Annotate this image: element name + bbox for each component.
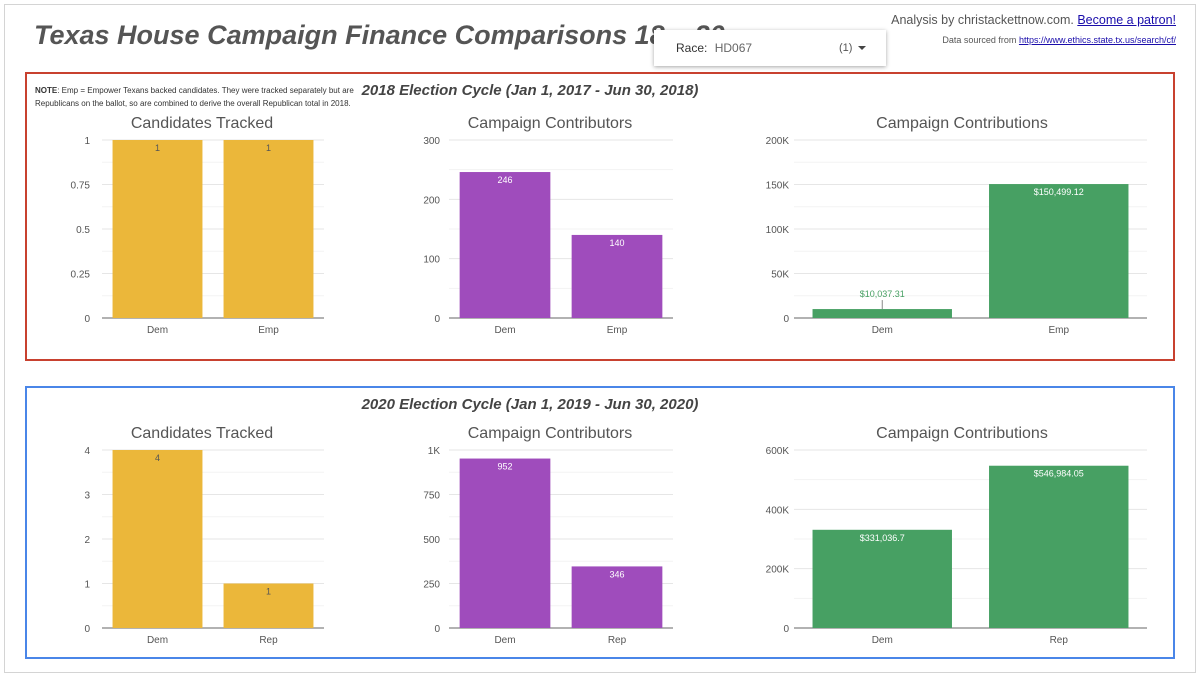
attribution: Analysis by christackettnow.com. Become … <box>891 13 1176 27</box>
y-tick-label: 3 <box>84 491 90 502</box>
x-tick-label: Emp <box>258 325 279 336</box>
race-filter-label: Race: <box>676 41 708 55</box>
data-label: 952 <box>497 462 512 472</box>
y-tick-label: 0 <box>84 624 90 635</box>
chart-title: Campaign Contributors <box>468 425 633 442</box>
note-body: : Emp = Empower Texans backed candidates… <box>35 86 354 108</box>
y-tick-label: 500 <box>423 535 440 546</box>
y-tick-label: 600K <box>766 446 790 457</box>
y-tick-label: 0 <box>434 624 440 635</box>
race-filter-value: HD067 <box>714 41 753 55</box>
y-tick-label: 0.75 <box>71 181 91 192</box>
data-label: 140 <box>609 238 624 248</box>
x-tick-label: Rep <box>608 635 627 646</box>
chart-title: Campaign Contributions <box>876 115 1048 132</box>
data-label: $150,499.12 <box>1034 187 1084 197</box>
y-tick-label: 1K <box>428 446 441 457</box>
chart-c18_contributors: Campaign Contributors 0 100 200 300 246 Dem 140… <box>423 115 673 336</box>
data-label: $10,037.31 <box>860 289 905 299</box>
data-source: Data sourced from https://www.ethics.sta… <box>942 35 1176 45</box>
bar-dem <box>459 458 551 628</box>
y-tick-label: 100K <box>766 225 790 236</box>
x-tick-label: Dem <box>147 325 168 336</box>
y-tick-label: 4 <box>84 446 90 457</box>
x-tick-label: Dem <box>494 635 515 646</box>
y-tick-label: 0 <box>783 314 789 325</box>
x-tick-label: Dem <box>494 325 515 336</box>
chart-title: Campaign Contributions <box>876 425 1048 442</box>
x-tick-label: Dem <box>147 635 168 646</box>
data-label: $331,036.7 <box>860 533 905 543</box>
y-tick-label: 300 <box>423 136 440 147</box>
data-label: 1 <box>266 587 271 597</box>
data-label: 4 <box>155 453 160 463</box>
bar-rep <box>571 566 663 628</box>
section-2018: NOTE: Emp = Empower Texans backed candid… <box>25 72 1175 361</box>
chart-c18_candidates: Candidates Tracked 0 0.25 0.5 0.75 1 1 Dem 1 Emp <box>71 115 324 336</box>
chart-c20_contributors: Campaign Contributors 0 250 500 750 1K 952 Dem 3… <box>423 425 673 646</box>
y-tick-label: 50K <box>771 270 789 281</box>
bar-dem <box>812 309 952 318</box>
data-label: $546,984.05 <box>1034 469 1084 479</box>
chart-c20_candidates: Candidates Tracked 0 1 2 3 4 4 Dem 1 Rep <box>84 425 324 646</box>
bar-emp <box>571 234 663 318</box>
become-patron-link[interactable]: Become a patron! <box>1077 13 1176 27</box>
y-tick-label: 0.5 <box>76 225 90 236</box>
bar-dem <box>812 529 952 628</box>
chart-c20_contributions: Campaign Contributions 0 200K 400K 600K $331,… <box>766 425 1147 646</box>
chevron-down-icon[interactable] <box>858 46 866 50</box>
y-tick-label: 200K <box>766 136 790 147</box>
charts-2018: Candidates Tracked00.250.50.7511Dem1EmpC… <box>71 115 1147 336</box>
x-tick-label: Dem <box>872 325 893 336</box>
chart-title: Candidates Tracked <box>131 115 273 132</box>
attribution-text: Analysis by christackettnow.com. <box>891 13 1074 27</box>
bar-rep <box>989 465 1129 628</box>
x-tick-label: Dem <box>872 635 893 646</box>
dashboard-frame <box>4 4 1196 673</box>
section-2020: 2020 Election Cycle (Jan 1, 2019 - Jun 3… <box>25 386 1175 659</box>
page-title: Texas House Campaign Finance Comparisons… <box>34 20 725 50</box>
note-label: NOTE <box>35 86 58 95</box>
data-source-link[interactable]: https://www.ethics.state.tx.us/search/cf… <box>1018 35 1176 45</box>
bar-rep <box>223 583 314 628</box>
y-tick-label: 2 <box>84 535 90 546</box>
y-tick-label: 0 <box>84 314 90 325</box>
y-tick-label: 150K <box>766 181 790 192</box>
chart-title: Campaign Contributors <box>468 115 633 132</box>
charts-2020: Candidates Tracked012344Dem1RepCampaign … <box>84 425 1147 646</box>
y-tick-label: 0 <box>434 314 440 325</box>
y-tick-label: 0.25 <box>71 270 91 281</box>
y-tick-label: 250 <box>423 580 440 591</box>
bar-dem <box>112 140 203 318</box>
y-tick-label: 200 <box>423 195 440 206</box>
section-2018-title: 2018 Election Cycle (Jan 1, 2017 - Jun 3… <box>361 82 699 99</box>
data-label: 246 <box>497 175 512 185</box>
race-filter-count: (1) <box>839 42 853 54</box>
x-tick-label: Emp <box>607 325 628 336</box>
note-text: NOTE: Emp = Empower Texans backed candid… <box>35 84 395 110</box>
bar-emp <box>223 140 314 318</box>
y-tick-label: 1 <box>84 136 90 147</box>
race-filter-dropdown[interactable]: Race: HD067 (1) <box>654 30 886 66</box>
data-label: 1 <box>266 143 271 153</box>
bar-emp <box>989 184 1129 318</box>
data-source-text: Data sourced from <box>942 35 1017 45</box>
chart-c18_contributions: Campaign Contributions 0 50K 100K 150K 200K $1… <box>766 115 1147 336</box>
race-filter-label-group: Race: HD067 <box>676 41 752 55</box>
section-2020-title: 2020 Election Cycle (Jan 1, 2019 - Jun 3… <box>361 396 699 413</box>
bar-dem <box>112 450 203 628</box>
x-tick-label: Rep <box>1050 635 1069 646</box>
y-tick-label: 400K <box>766 505 790 516</box>
data-label: 1 <box>155 143 160 153</box>
x-tick-label: Emp <box>1048 325 1069 336</box>
bar-dem <box>459 172 551 318</box>
x-tick-label: Rep <box>259 635 278 646</box>
y-tick-label: 100 <box>423 255 440 266</box>
y-tick-label: 200K <box>766 565 790 576</box>
y-tick-label: 1 <box>84 580 90 591</box>
data-label: 346 <box>609 569 624 579</box>
y-tick-label: 0 <box>783 624 789 635</box>
y-tick-label: 750 <box>423 491 440 502</box>
chart-title: Candidates Tracked <box>131 425 273 442</box>
